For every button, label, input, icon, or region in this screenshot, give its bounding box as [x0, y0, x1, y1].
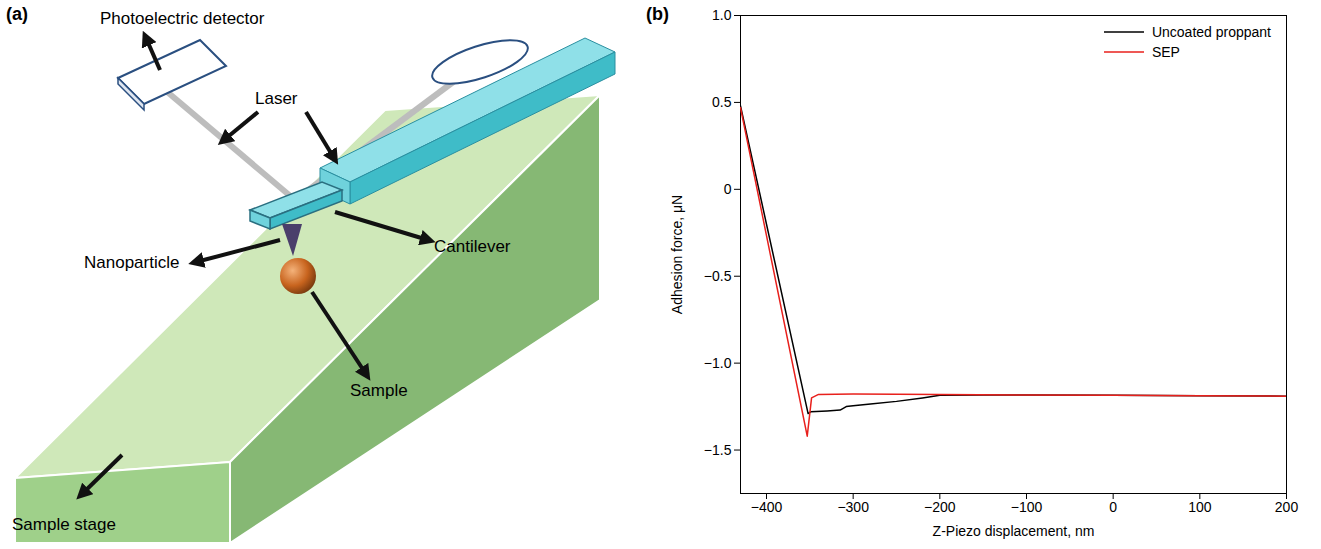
svg-text:Laser: Laser: [255, 89, 298, 108]
html-text:Uncoated proppant: Uncoated proppant: [1151, 24, 1271, 40]
svg-text:100: 100: [1188, 499, 1212, 515]
svg-text:−0.5: −0.5: [704, 268, 732, 284]
svg-text:Sample stage: Sample stage: [12, 515, 116, 534]
svg-text:−1.0: −1.0: [704, 355, 732, 371]
svg-text:Nanoparticle: Nanoparticle: [84, 253, 179, 272]
svg-text:−1.5: −1.5: [704, 442, 732, 458]
svg-text:Cantilever: Cantilever: [434, 237, 511, 256]
svg-text:0.5: 0.5: [712, 94, 732, 110]
html-text:(b): (b): [646, 4, 669, 24]
svg-text:Adhesion force, μN: Adhesion force, μN: [669, 195, 685, 314]
svg-text:Sample: Sample: [350, 381, 408, 400]
html-text:SEP: SEP: [1151, 44, 1180, 60]
svg-text:−300: −300: [837, 499, 869, 515]
svg-text:Z-Piezo displacement, nm: Z-Piezo displacement, nm: [933, 523, 1095, 539]
svg-text:−200: −200: [924, 499, 956, 515]
svg-text:Photoelectric detector: Photoelectric detector: [100, 9, 265, 28]
svg-text:200: 200: [1275, 499, 1299, 515]
svg-text:(a): (a): [6, 4, 28, 24]
svg-text:−100: −100: [1011, 499, 1043, 515]
svg-text:0: 0: [724, 181, 732, 197]
svg-text:1.0: 1.0: [712, 7, 732, 23]
svg-text:−400: −400: [751, 499, 783, 515]
svg-text:0: 0: [1109, 499, 1117, 515]
